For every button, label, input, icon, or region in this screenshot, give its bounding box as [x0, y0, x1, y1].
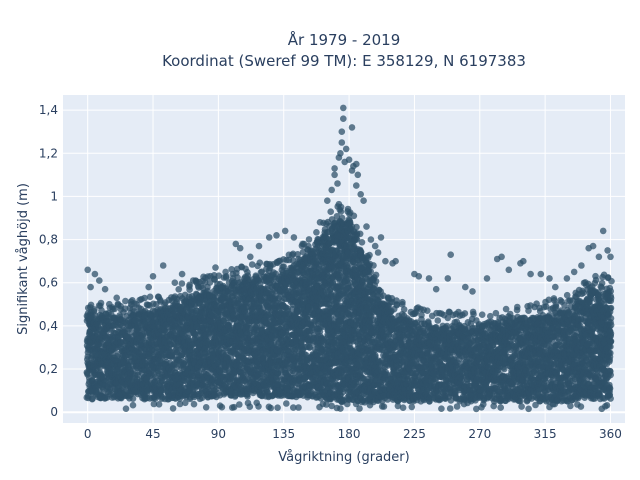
data-point — [97, 299, 105, 307]
data-points — [83, 104, 615, 413]
data-point — [169, 405, 177, 412]
data-point — [129, 395, 137, 403]
data-point — [202, 404, 210, 411]
data-point — [267, 404, 275, 412]
data-point — [327, 208, 335, 215]
data-point — [259, 354, 267, 362]
data-point — [122, 405, 130, 413]
data-point — [122, 297, 129, 305]
data-point — [175, 286, 182, 293]
data-point — [150, 400, 158, 408]
data-point — [305, 236, 313, 243]
data-point — [246, 403, 254, 411]
data-point — [256, 259, 264, 267]
data-point — [182, 399, 189, 407]
data-point — [283, 400, 290, 407]
data-point — [295, 404, 302, 411]
data-point — [236, 401, 243, 408]
data-point — [173, 364, 180, 372]
data-point — [244, 272, 252, 279]
data-point — [337, 203, 345, 211]
data-point — [274, 404, 281, 412]
data-point — [129, 401, 137, 409]
data-point — [139, 333, 147, 340]
data-point — [90, 308, 98, 315]
data-point — [146, 293, 154, 301]
data-point — [190, 400, 198, 408]
data-point — [248, 261, 256, 268]
data-point — [313, 229, 320, 236]
data-point — [186, 283, 193, 290]
data-point — [176, 400, 184, 408]
data-point — [141, 294, 148, 302]
data-point — [89, 395, 96, 403]
data-point — [155, 401, 163, 408]
data-point — [338, 214, 346, 222]
data-point — [178, 280, 186, 287]
data-point — [255, 403, 262, 410]
data-point — [244, 393, 251, 400]
data-point — [337, 405, 344, 412]
data-point — [218, 403, 226, 411]
